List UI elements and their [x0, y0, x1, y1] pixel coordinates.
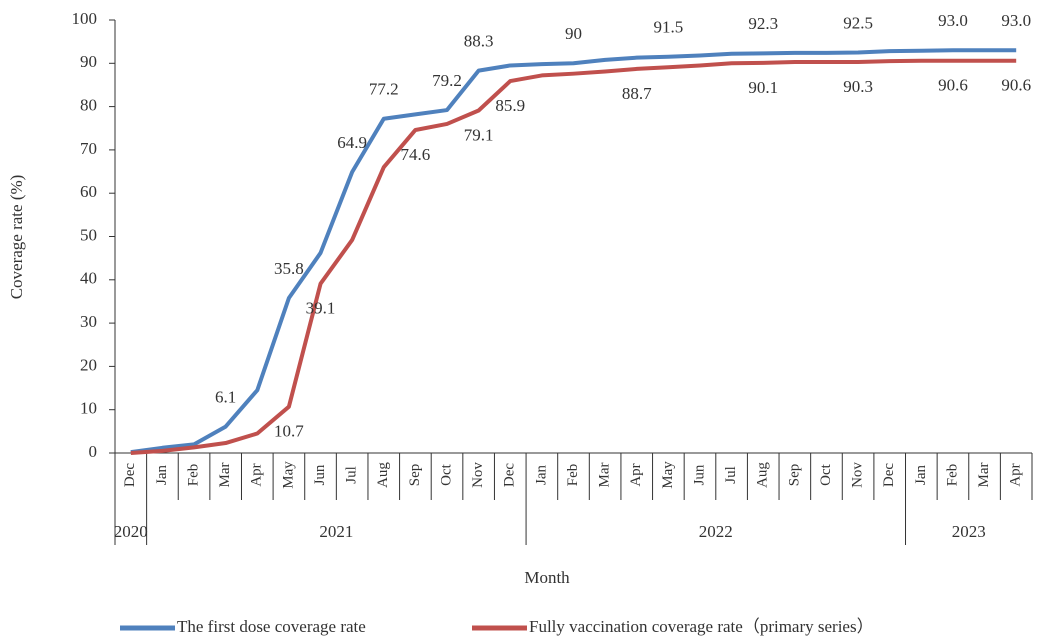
x-tick-label: Dec [881, 463, 897, 487]
x-axis-title: Month [524, 568, 570, 587]
x-tick-label: Sep [407, 464, 423, 487]
y-tick-label: 50 [80, 225, 97, 244]
data-label: 88.7 [622, 84, 652, 103]
data-label: 6.1 [215, 387, 236, 406]
data-label: 10.7 [274, 422, 304, 441]
x-tick-label: May [280, 461, 296, 489]
x-tick-label: Dec [502, 463, 518, 487]
group-label: 2022 [699, 522, 733, 541]
group-label: 2020 [114, 522, 148, 541]
x-tick-label: Sep [786, 464, 802, 487]
x-tick-label: Jan [154, 465, 170, 485]
y-tick-label: 90 [80, 52, 97, 71]
x-tick-label: Jun [312, 464, 328, 485]
x-tick-label: Jan [913, 465, 929, 485]
data-label: 64.9 [337, 133, 367, 152]
data-label: 39.1 [306, 299, 336, 318]
x-tick-label: May [660, 461, 676, 489]
data-label: 77.2 [369, 80, 399, 99]
x-tick-label: Nov [850, 462, 866, 488]
data-label: 74.6 [401, 145, 431, 164]
data-label: 88.3 [464, 32, 494, 51]
x-tick-label: Jun [691, 464, 707, 485]
x-tick-label: Apr [249, 463, 265, 486]
data-label: 93.0 [938, 11, 968, 30]
data-label: 90.1 [748, 78, 778, 97]
data-label: 35.8 [274, 259, 304, 278]
data-label: 79.1 [464, 125, 494, 144]
y-tick-label: 20 [80, 355, 97, 374]
x-tick-label: Nov [470, 462, 486, 488]
x-tick-label: Apr [628, 463, 644, 486]
x-tick-label: Mar [597, 463, 613, 488]
data-label: 90.3 [843, 77, 873, 96]
x-tick-label: Aug [755, 462, 771, 488]
data-label: 90.6 [938, 76, 968, 95]
series-line [130, 48, 1017, 455]
x-tick-label: Oct [438, 463, 454, 485]
data-label: 90.6 [1001, 76, 1031, 95]
x-tick-label: Feb [565, 464, 581, 487]
data-label: 92.5 [843, 13, 873, 32]
x-tick-label: Jul [344, 466, 360, 484]
y-tick-label: 0 [89, 442, 98, 461]
x-tick-label: Aug [375, 462, 391, 488]
y-tick-label: 10 [80, 399, 97, 418]
data-label: 91.5 [653, 18, 683, 37]
legend-label: The first dose coverage rate [177, 617, 366, 636]
y-tick-label: 70 [80, 139, 97, 158]
x-tick-label: Mar [976, 463, 992, 488]
y-tick-label: 40 [80, 269, 97, 288]
x-tick-label: Feb [185, 464, 201, 487]
x-tick-label: Dec [122, 463, 138, 487]
data-label: 85.9 [495, 96, 525, 115]
data-label: 92.3 [748, 14, 778, 33]
x-tick-label: Jul [723, 466, 739, 484]
y-tick-label: 100 [72, 9, 98, 28]
group-label: 2021 [319, 522, 353, 541]
y-axis-title: Coverage rate (%) [7, 175, 26, 300]
x-tick-label: Jan [533, 465, 549, 485]
x-tick-label: Oct [818, 463, 834, 485]
x-tick-label: Apr [1008, 463, 1024, 486]
x-tick-label: Feb [944, 464, 960, 487]
data-label: 90 [565, 24, 582, 43]
series-line [130, 58, 1017, 455]
y-tick-label: 30 [80, 312, 97, 331]
y-tick-label: 80 [80, 96, 97, 115]
y-tick-label: 60 [80, 182, 97, 201]
group-label: 2023 [952, 522, 986, 541]
legend-label: Fully vaccination coverage rate（primary … [529, 617, 874, 636]
data-label: 93.0 [1001, 11, 1031, 30]
data-label: 79.2 [432, 71, 462, 90]
x-tick-label: Mar [217, 463, 233, 488]
